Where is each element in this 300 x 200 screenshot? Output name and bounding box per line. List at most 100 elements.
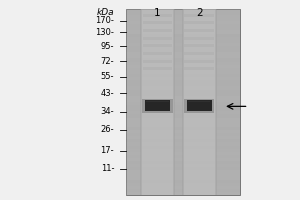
Bar <box>126 158 240 161</box>
Bar <box>126 174 240 177</box>
Bar <box>126 186 240 189</box>
Bar <box>126 136 240 139</box>
Bar <box>126 24 240 27</box>
Bar <box>126 49 240 52</box>
Bar <box>142 99 172 113</box>
Bar <box>184 67 214 70</box>
Bar <box>126 93 240 96</box>
Bar <box>126 164 240 167</box>
Bar <box>126 124 240 127</box>
Bar <box>126 99 240 102</box>
Bar <box>126 149 240 152</box>
Bar <box>126 40 240 43</box>
Text: 26-: 26- <box>100 125 114 134</box>
Text: 17-: 17- <box>100 146 114 155</box>
Bar <box>126 86 240 90</box>
Bar <box>184 99 214 113</box>
Bar <box>184 14 214 17</box>
Bar <box>142 60 172 63</box>
Bar <box>126 192 240 195</box>
Bar <box>126 43 240 46</box>
Bar <box>126 18 240 21</box>
Bar <box>142 67 172 70</box>
Bar <box>126 130 240 133</box>
Text: 170-: 170- <box>95 16 114 25</box>
Bar <box>126 15 240 18</box>
Bar <box>183 9 216 195</box>
Bar <box>142 14 172 17</box>
Bar <box>188 101 211 102</box>
Bar <box>126 139 240 142</box>
Bar <box>126 55 240 58</box>
Bar <box>184 29 214 32</box>
Bar <box>126 142 240 146</box>
Bar <box>126 96 240 99</box>
Bar <box>126 121 240 124</box>
Bar <box>126 52 240 55</box>
Bar <box>140 9 142 195</box>
Bar <box>126 102 240 105</box>
Bar <box>215 9 217 195</box>
Bar <box>184 37 214 40</box>
Bar <box>142 21 172 24</box>
Bar <box>126 177 240 180</box>
Bar <box>126 167 240 170</box>
Bar <box>126 155 240 158</box>
Bar <box>126 30 240 34</box>
Bar <box>126 74 240 77</box>
Bar <box>126 146 240 149</box>
Bar <box>126 189 240 192</box>
Bar <box>126 127 240 130</box>
Bar <box>142 52 172 55</box>
Bar <box>173 9 175 195</box>
Bar <box>126 108 240 111</box>
Bar <box>184 21 214 24</box>
Bar <box>126 77 240 80</box>
Bar <box>126 12 240 15</box>
Bar <box>187 100 212 111</box>
Bar <box>126 183 240 186</box>
Bar <box>126 180 240 183</box>
Bar <box>182 9 184 195</box>
Bar <box>126 161 240 164</box>
Bar <box>126 80 240 83</box>
Bar <box>126 37 240 40</box>
Bar <box>126 111 240 114</box>
Text: 130-: 130- <box>95 28 114 37</box>
Bar <box>126 105 240 108</box>
Bar <box>184 60 214 63</box>
Bar <box>126 152 240 155</box>
Bar <box>126 83 240 86</box>
Bar <box>126 58 240 62</box>
Bar <box>141 9 174 195</box>
Bar <box>126 46 240 49</box>
Bar <box>145 100 170 111</box>
Text: 43-: 43- <box>100 89 114 98</box>
Text: 11-: 11- <box>101 164 114 173</box>
Text: kDa: kDa <box>97 8 114 17</box>
Bar <box>126 27 240 30</box>
Bar <box>142 44 172 47</box>
Bar <box>142 37 172 40</box>
Bar <box>126 62 240 65</box>
Bar <box>126 68 240 71</box>
Bar <box>126 90 240 93</box>
Bar <box>146 101 169 102</box>
Text: 2: 2 <box>196 8 202 18</box>
Text: 95-: 95- <box>101 42 114 51</box>
Text: 55-: 55- <box>101 72 114 81</box>
Bar <box>126 34 240 37</box>
Bar <box>184 52 214 55</box>
Bar <box>126 118 240 121</box>
Bar <box>126 71 240 74</box>
Bar <box>126 170 240 174</box>
Bar <box>126 65 240 68</box>
Bar <box>142 29 172 32</box>
Bar <box>126 133 240 136</box>
Bar <box>126 9 240 195</box>
Text: 72-: 72- <box>100 57 114 66</box>
Bar <box>126 114 240 118</box>
Bar <box>126 21 240 24</box>
Bar <box>126 9 240 12</box>
Text: 34-: 34- <box>100 107 114 116</box>
